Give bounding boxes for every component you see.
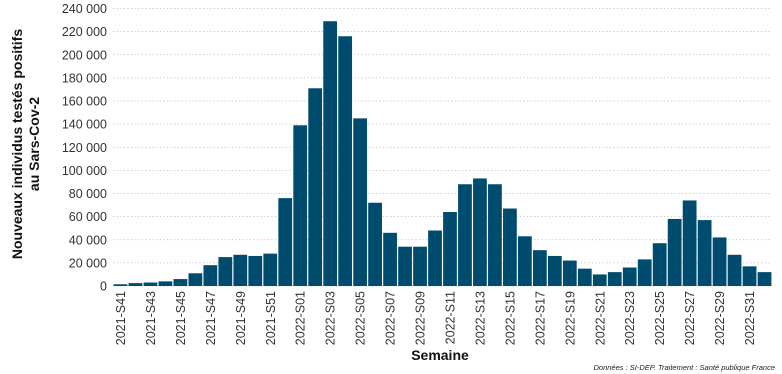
bar <box>698 220 712 286</box>
bar <box>728 255 742 286</box>
x-axis-title: Semaine <box>411 347 469 363</box>
bar <box>488 184 502 286</box>
x-tick-label: 2022-S29 <box>713 291 727 345</box>
x-tick-label: 2021-S41 <box>114 291 128 345</box>
bar <box>413 247 427 286</box>
x-tick-label: 2022-S05 <box>354 291 368 345</box>
x-tick-label: 2022-S11 <box>443 291 457 344</box>
x-tick-label: 2021-S51 <box>264 291 278 345</box>
bar <box>129 283 143 286</box>
bar <box>353 118 367 286</box>
x-axis-ticks: 2021-S41 2021-S43 2021-S45 2021-S47 2021-S49… <box>114 291 757 345</box>
bar <box>458 184 472 286</box>
bar <box>548 256 562 286</box>
x-tick-label: 2022-S01 <box>294 291 308 345</box>
y-tick-label: 80 000 <box>69 187 107 201</box>
bar <box>428 231 442 287</box>
x-tick-label: 2022-S23 <box>623 291 637 345</box>
source-note: Données : SI-DEP. Traitement : Santé pub… <box>594 363 776 372</box>
y-axis-title: Nouveaux individus testés positifs au Sa… <box>9 29 42 259</box>
y-tick-label: 140 000 <box>62 118 107 132</box>
bar <box>473 178 487 286</box>
bar <box>188 273 202 286</box>
x-tick-label: 2022-S17 <box>533 291 547 345</box>
y-tick-label: 220 000 <box>62 25 107 39</box>
bar <box>593 274 607 286</box>
bar <box>159 281 173 286</box>
y-tick-label: 160 000 <box>62 95 107 109</box>
bar <box>174 279 188 286</box>
x-tick-label: 2021-S45 <box>174 291 188 345</box>
y-tick-label: 180 000 <box>62 71 107 85</box>
bar <box>248 256 262 286</box>
x-tick-label: 2022-S19 <box>563 291 577 345</box>
y-tick-label: 120 000 <box>62 141 107 155</box>
x-tick-label: 2022-S21 <box>593 291 607 345</box>
x-tick-label: 2022-S13 <box>473 291 487 345</box>
x-tick-label: 2022-S15 <box>503 291 517 345</box>
bar <box>668 219 682 286</box>
y-tick-label: 240 000 <box>62 2 107 16</box>
y-tick-label: 100 000 <box>62 164 107 178</box>
bar <box>398 247 412 286</box>
x-tick-label: 2021-S49 <box>234 291 248 345</box>
y-tick-label: 0 <box>100 280 107 294</box>
y-axis-ticks: 0 20 000 40 000 60 000 80 000 100 000 120 000 1… <box>62 2 107 294</box>
y-axis-title-line-1: Nouveaux individus testés positifs <box>9 29 25 259</box>
bar <box>683 200 697 286</box>
y-tick-label: 20 000 <box>69 256 107 270</box>
y-tick-label: 60 000 <box>69 210 107 224</box>
bar <box>713 237 727 286</box>
y-tick-label: 40 000 <box>69 233 107 247</box>
bar <box>383 233 397 286</box>
x-tick-label: 2022-S31 <box>743 291 757 345</box>
bar <box>233 255 247 286</box>
x-tick-label: 2022-S09 <box>414 291 428 345</box>
bar <box>443 212 457 286</box>
bar <box>638 259 652 286</box>
x-tick-label: 2022-S03 <box>324 291 338 345</box>
bar <box>743 266 757 286</box>
x-tick-label: 2022-S07 <box>384 291 398 345</box>
bar <box>653 243 667 286</box>
bar <box>218 257 232 286</box>
x-tick-label: 2021-S43 <box>144 291 158 345</box>
bar <box>578 269 592 286</box>
bar <box>518 236 532 286</box>
bar <box>323 21 337 286</box>
bar <box>114 284 128 286</box>
bar <box>623 268 637 287</box>
bar <box>308 88 322 286</box>
bar <box>144 283 158 286</box>
bar <box>293 125 307 286</box>
bar <box>263 254 277 286</box>
bars <box>114 21 772 286</box>
x-tick-label: 2022-S27 <box>683 291 697 345</box>
bar <box>758 272 772 286</box>
bar <box>563 261 577 286</box>
y-axis-title-line-2: au Sars-Cov-2 <box>26 97 42 191</box>
bar <box>368 203 382 286</box>
x-tick-label: 2022-S25 <box>653 291 667 345</box>
bar <box>533 250 547 286</box>
bar <box>338 36 352 286</box>
bar <box>203 265 217 286</box>
bar <box>278 198 292 286</box>
bar <box>608 272 622 286</box>
y-tick-label: 200 000 <box>62 48 107 62</box>
bar <box>503 209 517 286</box>
x-tick-label: 2021-S47 <box>204 291 218 345</box>
